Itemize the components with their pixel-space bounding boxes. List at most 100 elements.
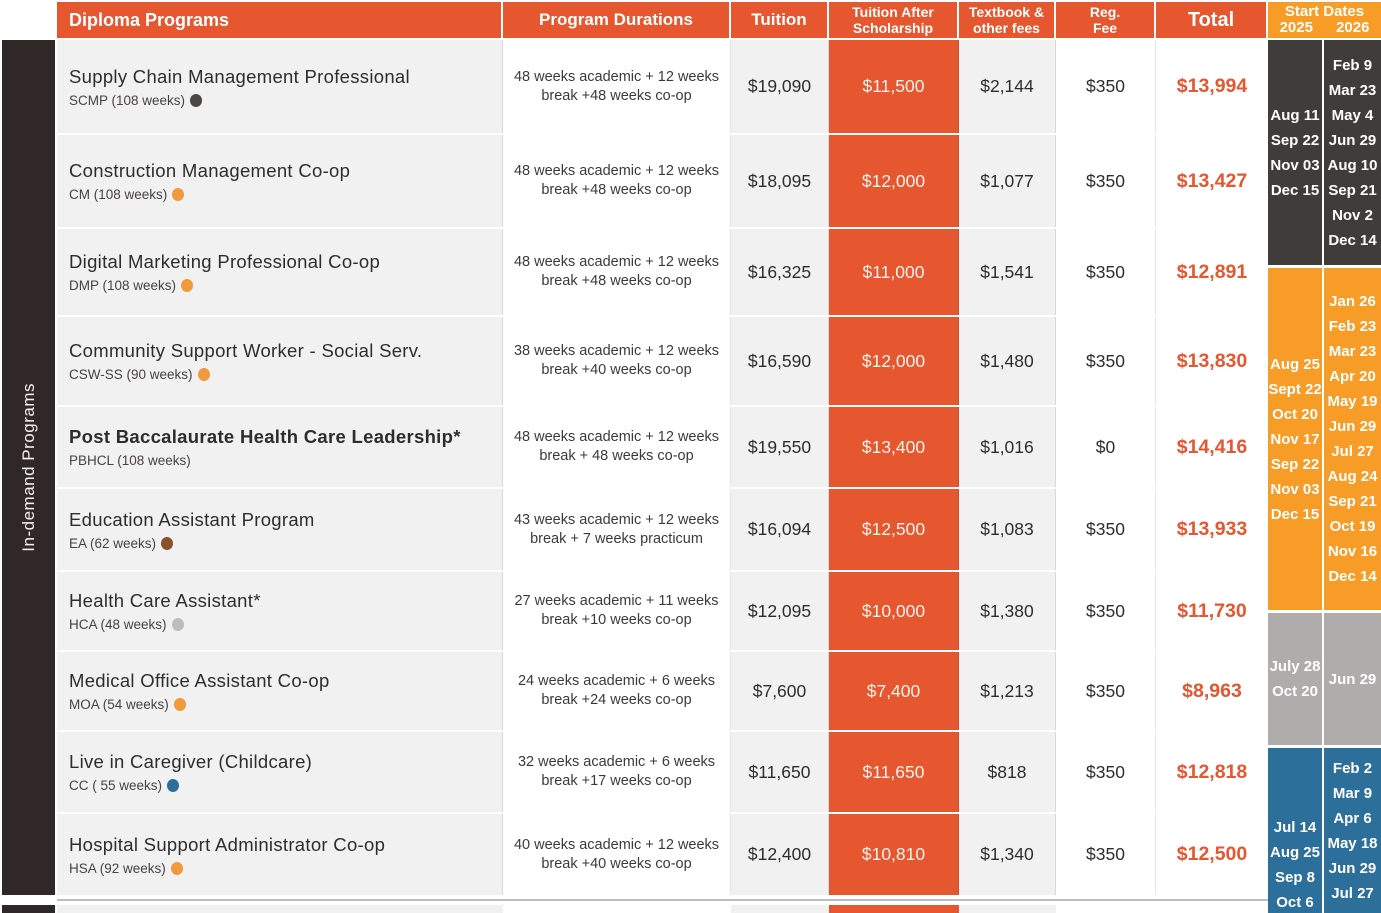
textbook-fees-cell: $1,340 (959, 814, 1056, 895)
next-row-cell-partial (503, 905, 731, 913)
start-date: Jun 29 (1328, 131, 1377, 149)
start-date: Sep 21 (1328, 181, 1377, 199)
start-dates-2026-column: Jan 26 Feb 23 Mar 23 Apr 20 May 19 Jun 29 Jul … (1324, 268, 1381, 610)
scholarship-tuition-cell: $12,500 (829, 489, 959, 570)
column-header-total: Total (1156, 2, 1268, 38)
textbook-fees-cell: $1,077 (959, 135, 1056, 227)
start-date: Jun 29 (1328, 860, 1377, 877)
duration-cell: 27 weeks academic + 11 weeks break +10 w… (503, 572, 731, 650)
column-header-diploma-programs: Diploma Programs (57, 2, 503, 38)
reg-fee-cell: $350 (1056, 572, 1156, 650)
textbook-fees-cell: $1,480 (959, 317, 1056, 405)
start-dates-block: July 28 Oct 20 Jun 29 (1268, 613, 1381, 745)
start-date: Oct 6 (1276, 894, 1314, 911)
start-date: Apr 20 (1329, 368, 1376, 385)
program-subtitle: DMP (108 weeks) (69, 278, 194, 293)
program-name-cell: Supply Chain Management Professional SCMP… (57, 40, 503, 133)
program-name-cell: Medical Office Assistant Co-op MOA (54 we… (57, 652, 503, 730)
program-subtitle: SCMP (108 weeks) (69, 93, 203, 108)
next-section-sidebar-partial (2, 905, 55, 913)
scholarship-tuition-cell: $7,400 (829, 652, 959, 730)
tuition-cell: $12,095 (731, 572, 829, 650)
next-row-cell-partial (959, 905, 1056, 913)
duration-cell: 38 weeks academic + 12 weeks break +40 w… (503, 317, 731, 405)
table-row: Hospital Support Administrator Co-op HSA … (57, 814, 1268, 895)
reg-fee-cell: $350 (1056, 229, 1156, 315)
duration-cell: 48 weeks academic + 12 weeks break +48 w… (503, 229, 731, 315)
duration-cell: 24 weeks academic + 6 weeks break +24 we… (503, 652, 731, 730)
textbook-fees-cell: $1,083 (959, 489, 1056, 570)
start-date: Jul 14 (1273, 819, 1317, 836)
program-code: HSA (92 weeks) (69, 860, 166, 876)
tuition-cell: $11,650 (731, 732, 829, 812)
start-date: Jan 26 (1329, 293, 1376, 310)
program-name-cell: Live in Caregiver (Childcare) CC ( 55 wee… (57, 732, 503, 812)
start-date: Sep 8 (1274, 869, 1316, 886)
start-date: Nov 16 (1327, 543, 1378, 560)
start-date: Nov 03 (1270, 480, 1320, 498)
start-date: July 28 (1269, 658, 1321, 675)
start-date: Oct 20 (1272, 683, 1318, 700)
next-row-cell-partial (829, 905, 959, 913)
program-title: Medical Office Assistant Co-op (69, 670, 330, 691)
program-name-cell: Construction Management Co-op CM (108 wee… (57, 135, 503, 227)
reg-fee-cell: $350 (1056, 814, 1156, 895)
start-dates-2025-column: Aug 11 Sep 22 Nov 03 Dec 15 (1268, 40, 1324, 265)
table-row: Supply Chain Management Professional SCMP… (57, 40, 1268, 133)
start-date: Aug 11 (1270, 106, 1320, 124)
next-row-cell-partial (1056, 905, 1156, 913)
program-code: PBHCL (108 weeks) (69, 453, 191, 468)
start-date: Mar 23 (1328, 81, 1377, 99)
category-dot-icon (171, 618, 184, 631)
start-date: Apr 6 (1333, 810, 1372, 827)
total-cell: $12,500 (1156, 814, 1268, 895)
table-row: Medical Office Assistant Co-op MOA (54 we… (57, 652, 1268, 730)
start-dates-2026-column: Feb 9 Mar 23 May 4 Jun 29 Aug 10 Sep 21 Nov 2 D… (1324, 40, 1381, 265)
program-subtitle: HSA (92 weeks) (69, 861, 183, 876)
textbook-fees-cell: $1,016 (959, 407, 1056, 487)
duration-cell: 48 weeks academic + 12 weeks break + 48 … (503, 407, 731, 487)
start-date: May 18 (1327, 835, 1378, 852)
start-dates-block: Aug 11 Sep 22 Nov 03 Dec 15 Feb 9 Mar 23 May 4… (1268, 40, 1381, 265)
start-date: Feb 23 (1328, 318, 1377, 335)
table-row: Community Support Worker - Social Serv. C… (57, 317, 1268, 405)
program-subtitle: EA (62 weeks) (69, 536, 174, 551)
next-row-cell-partial (731, 905, 829, 913)
program-subtitle: CC ( 55 weeks) (69, 778, 180, 793)
start-date: Jun 29 (1328, 670, 1377, 688)
textbook-fees-cell: $2,144 (959, 40, 1056, 133)
scholarship-tuition-cell: $11,500 (829, 40, 959, 133)
program-title: Construction Management Co-op (69, 160, 351, 181)
start-dates-header: Start Dates 2025 2026 (1268, 2, 1381, 38)
scholarship-tuition-cell: $11,000 (829, 229, 959, 315)
start-date: Dec 15 (1270, 181, 1320, 199)
start-date: Oct 19 (1329, 518, 1376, 535)
start-date: Nov 03 (1270, 156, 1320, 174)
textbook-fees-cell: $1,213 (959, 652, 1056, 730)
start-date: Sep 22 (1270, 455, 1320, 473)
program-code: HCA (48 weeks) (69, 617, 167, 632)
program-subtitle: HCA (48 weeks) (69, 617, 184, 632)
total-cell: $11,730 (1156, 572, 1268, 650)
start-date: Dec 14 (1328, 231, 1377, 249)
start-dates-2025-column: July 28 Oct 20 (1268, 613, 1324, 745)
total-cell: $13,994 (1156, 40, 1268, 133)
start-date: Mar 9 (1332, 785, 1373, 802)
tuition-cell: $16,094 (731, 489, 829, 570)
table-header: Diploma Programs Program Durations Tuition… (57, 2, 1268, 38)
reg-fee-cell: $350 (1056, 489, 1156, 570)
start-dates-2026-column: Jun 29 (1324, 613, 1381, 745)
next-row-cell-partial (1156, 905, 1268, 913)
start-dates-years: 2025 2026 (1268, 19, 1381, 37)
start-date: Oct 20 (1272, 405, 1318, 423)
program-subtitle: CM (108 weeks) (69, 187, 185, 202)
total-cell: $8,963 (1156, 652, 1268, 730)
year-2025-label: 2025 (1279, 19, 1313, 36)
program-code: MOA (54 weeks) (69, 697, 169, 712)
duration-cell: 40 weeks academic + 12 weeks break +40 w… (503, 814, 731, 895)
program-title: Hospital Support Administrator Co-op (69, 833, 386, 855)
next-row-partial (57, 905, 1268, 913)
table-row: Education Assistant Program EA (62 weeks)… (57, 489, 1268, 570)
program-title: Digital Marketing Professional Co-op (69, 251, 381, 272)
program-subtitle: PBHCL (108 weeks) (69, 453, 191, 468)
